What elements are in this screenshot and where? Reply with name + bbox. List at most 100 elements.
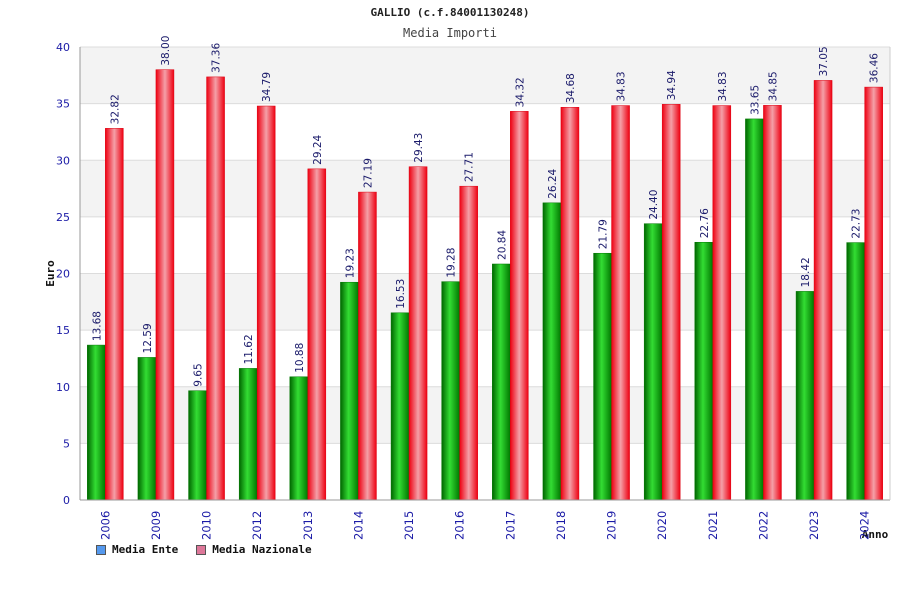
data-label: 18.42 <box>800 257 812 287</box>
bar-media-nazionale-2024 <box>864 86 883 501</box>
bar-media-ente-2016 <box>441 281 460 501</box>
x-tick-label: 2010 <box>200 511 214 540</box>
bar-media-ente-2013 <box>289 376 309 501</box>
legend: Media Ente Media Nazionale <box>96 543 312 556</box>
bar-media-nazionale-2022 <box>763 105 782 501</box>
y-tick-label: 10 <box>56 381 70 394</box>
x-tick-label: 2020 <box>655 511 669 540</box>
x-tick-label: 2022 <box>756 511 770 540</box>
bar-media-nazionale-2012 <box>256 105 276 501</box>
x-tick-label: 2018 <box>554 511 568 540</box>
bar-media-nazionale-2010 <box>206 76 225 501</box>
bar-media-ente-2022 <box>745 118 764 501</box>
y-tick-label: 35 <box>56 98 70 111</box>
data-label: 37.05 <box>818 46 830 76</box>
data-label: 38.00 <box>160 36 172 66</box>
y-tick-label: 25 <box>56 211 70 224</box>
data-label: 33.65 <box>749 85 761 115</box>
data-label: 26.24 <box>547 168 559 198</box>
data-label: 21.79 <box>598 219 610 249</box>
y-tick-label: 30 <box>56 154 70 167</box>
data-label: 12.59 <box>142 323 154 353</box>
y-tick-label: 15 <box>56 324 70 337</box>
data-label: 22.73 <box>851 209 863 239</box>
bar-media-nazionale-2016 <box>459 185 478 501</box>
data-label: 29.43 <box>413 133 425 163</box>
chart-title: GALLIO (c.f.84001130248) <box>370 6 530 19</box>
bar-media-nazionale-2013 <box>307 168 327 501</box>
bar-media-ente-2012 <box>238 368 258 501</box>
data-label: 19.23 <box>344 248 356 278</box>
data-label: 34.94 <box>666 70 678 100</box>
bar-media-ente-2020 <box>643 223 663 501</box>
bar-media-nazionale-2018 <box>560 106 580 501</box>
data-label: 34.83 <box>717 71 729 101</box>
legend-label-media-ente: Media Ente <box>112 543 179 556</box>
x-tick-label: 2009 <box>149 511 163 540</box>
data-label: 27.19 <box>362 158 374 188</box>
data-label: 22.76 <box>699 208 711 238</box>
y-tick-label: 20 <box>56 268 70 281</box>
bar-media-nazionale-2020 <box>661 104 681 501</box>
bar-media-nazionale-2015 <box>408 166 428 501</box>
bar-media-nazionale-2023 <box>813 80 833 501</box>
bar-media-ente-2023 <box>795 291 815 501</box>
data-label: 34.79 <box>261 72 273 102</box>
data-label: 29.24 <box>312 134 324 164</box>
data-label: 34.83 <box>616 71 628 101</box>
x-tick-label: 2014 <box>351 511 365 540</box>
y-tick-label: 5 <box>63 437 70 450</box>
bar-media-ente-2010 <box>188 390 207 501</box>
y-tick-label: 40 <box>56 41 70 54</box>
bar-media-ente-2015 <box>390 312 410 501</box>
bar-media-ente-2019 <box>593 252 612 501</box>
data-label: 10.88 <box>294 343 306 373</box>
bar-media-nazionale-2019 <box>611 105 630 501</box>
x-tick-label: 2012 <box>250 511 264 540</box>
data-label: 20.84 <box>496 230 508 260</box>
x-tick-label: 2021 <box>706 511 720 540</box>
x-tick-label: 2017 <box>503 511 517 540</box>
bar-media-nazionale-2017 <box>510 111 529 501</box>
data-label: 36.46 <box>869 53 881 83</box>
chart-subtitle: Media Importi <box>403 26 497 40</box>
data-label: 16.53 <box>395 279 407 309</box>
y-axis-label: Euro <box>44 260 57 287</box>
x-tick-label: 2006 <box>98 511 112 540</box>
data-label: 37.36 <box>211 43 223 73</box>
x-tick-label: 2013 <box>301 511 315 540</box>
bar-media-ente-2021 <box>694 241 714 501</box>
x-tick-label: 2019 <box>605 511 619 540</box>
data-label: 9.65 <box>193 363 205 386</box>
bar-media-nazionale-2021 <box>712 105 732 501</box>
bar-media-ente-2006 <box>87 344 106 501</box>
x-tick-label: 2023 <box>807 511 821 540</box>
bar-media-ente-2024 <box>846 242 865 501</box>
data-label: 34.32 <box>514 77 526 107</box>
bar-media-ente-2017 <box>492 263 511 501</box>
bar-media-ente-2009 <box>137 357 157 501</box>
bar-media-ente-2014 <box>340 281 359 501</box>
legend-swatch-media-ente <box>96 544 106 555</box>
bar-media-nazionale-2009 <box>155 69 175 501</box>
data-label: 24.40 <box>648 190 660 220</box>
legend-item-media-nazionale: Media Nazionale <box>196 543 312 556</box>
y-tick-label: 0 <box>63 494 70 507</box>
bar-media-nazionale-2006 <box>105 128 124 501</box>
legend-item-media-ente: Media Ente <box>96 543 178 556</box>
legend-swatch-media-nazionale <box>196 544 207 555</box>
bar-media-nazionale-2014 <box>358 191 377 501</box>
data-label: 32.82 <box>109 94 121 124</box>
data-label: 27.71 <box>464 152 476 182</box>
x-tick-label: 2024 <box>858 511 872 540</box>
x-tick-label: 2016 <box>453 511 467 540</box>
x-tick-label: 2015 <box>402 511 416 540</box>
x-axis-label: Anno <box>862 528 889 541</box>
data-label: 19.28 <box>446 248 458 278</box>
data-label: 34.85 <box>767 71 779 101</box>
data-label: 34.68 <box>565 73 577 103</box>
data-label: 13.68 <box>91 311 103 341</box>
legend-label-media-nazionale: Media Nazionale <box>212 543 312 556</box>
data-label: 11.62 <box>243 334 255 364</box>
